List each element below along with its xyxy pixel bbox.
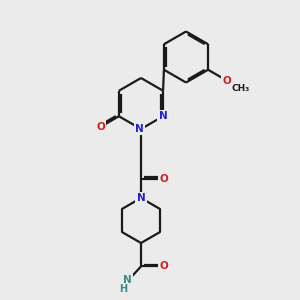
Text: N: N	[135, 124, 144, 134]
Text: O: O	[160, 173, 169, 184]
Text: H: H	[119, 284, 128, 295]
Text: O: O	[96, 122, 105, 132]
Text: N: N	[136, 193, 146, 203]
Text: O: O	[160, 261, 169, 272]
Text: N: N	[123, 275, 132, 285]
Text: N: N	[159, 111, 167, 121]
Text: CH₃: CH₃	[232, 84, 250, 93]
Text: O: O	[222, 76, 231, 85]
